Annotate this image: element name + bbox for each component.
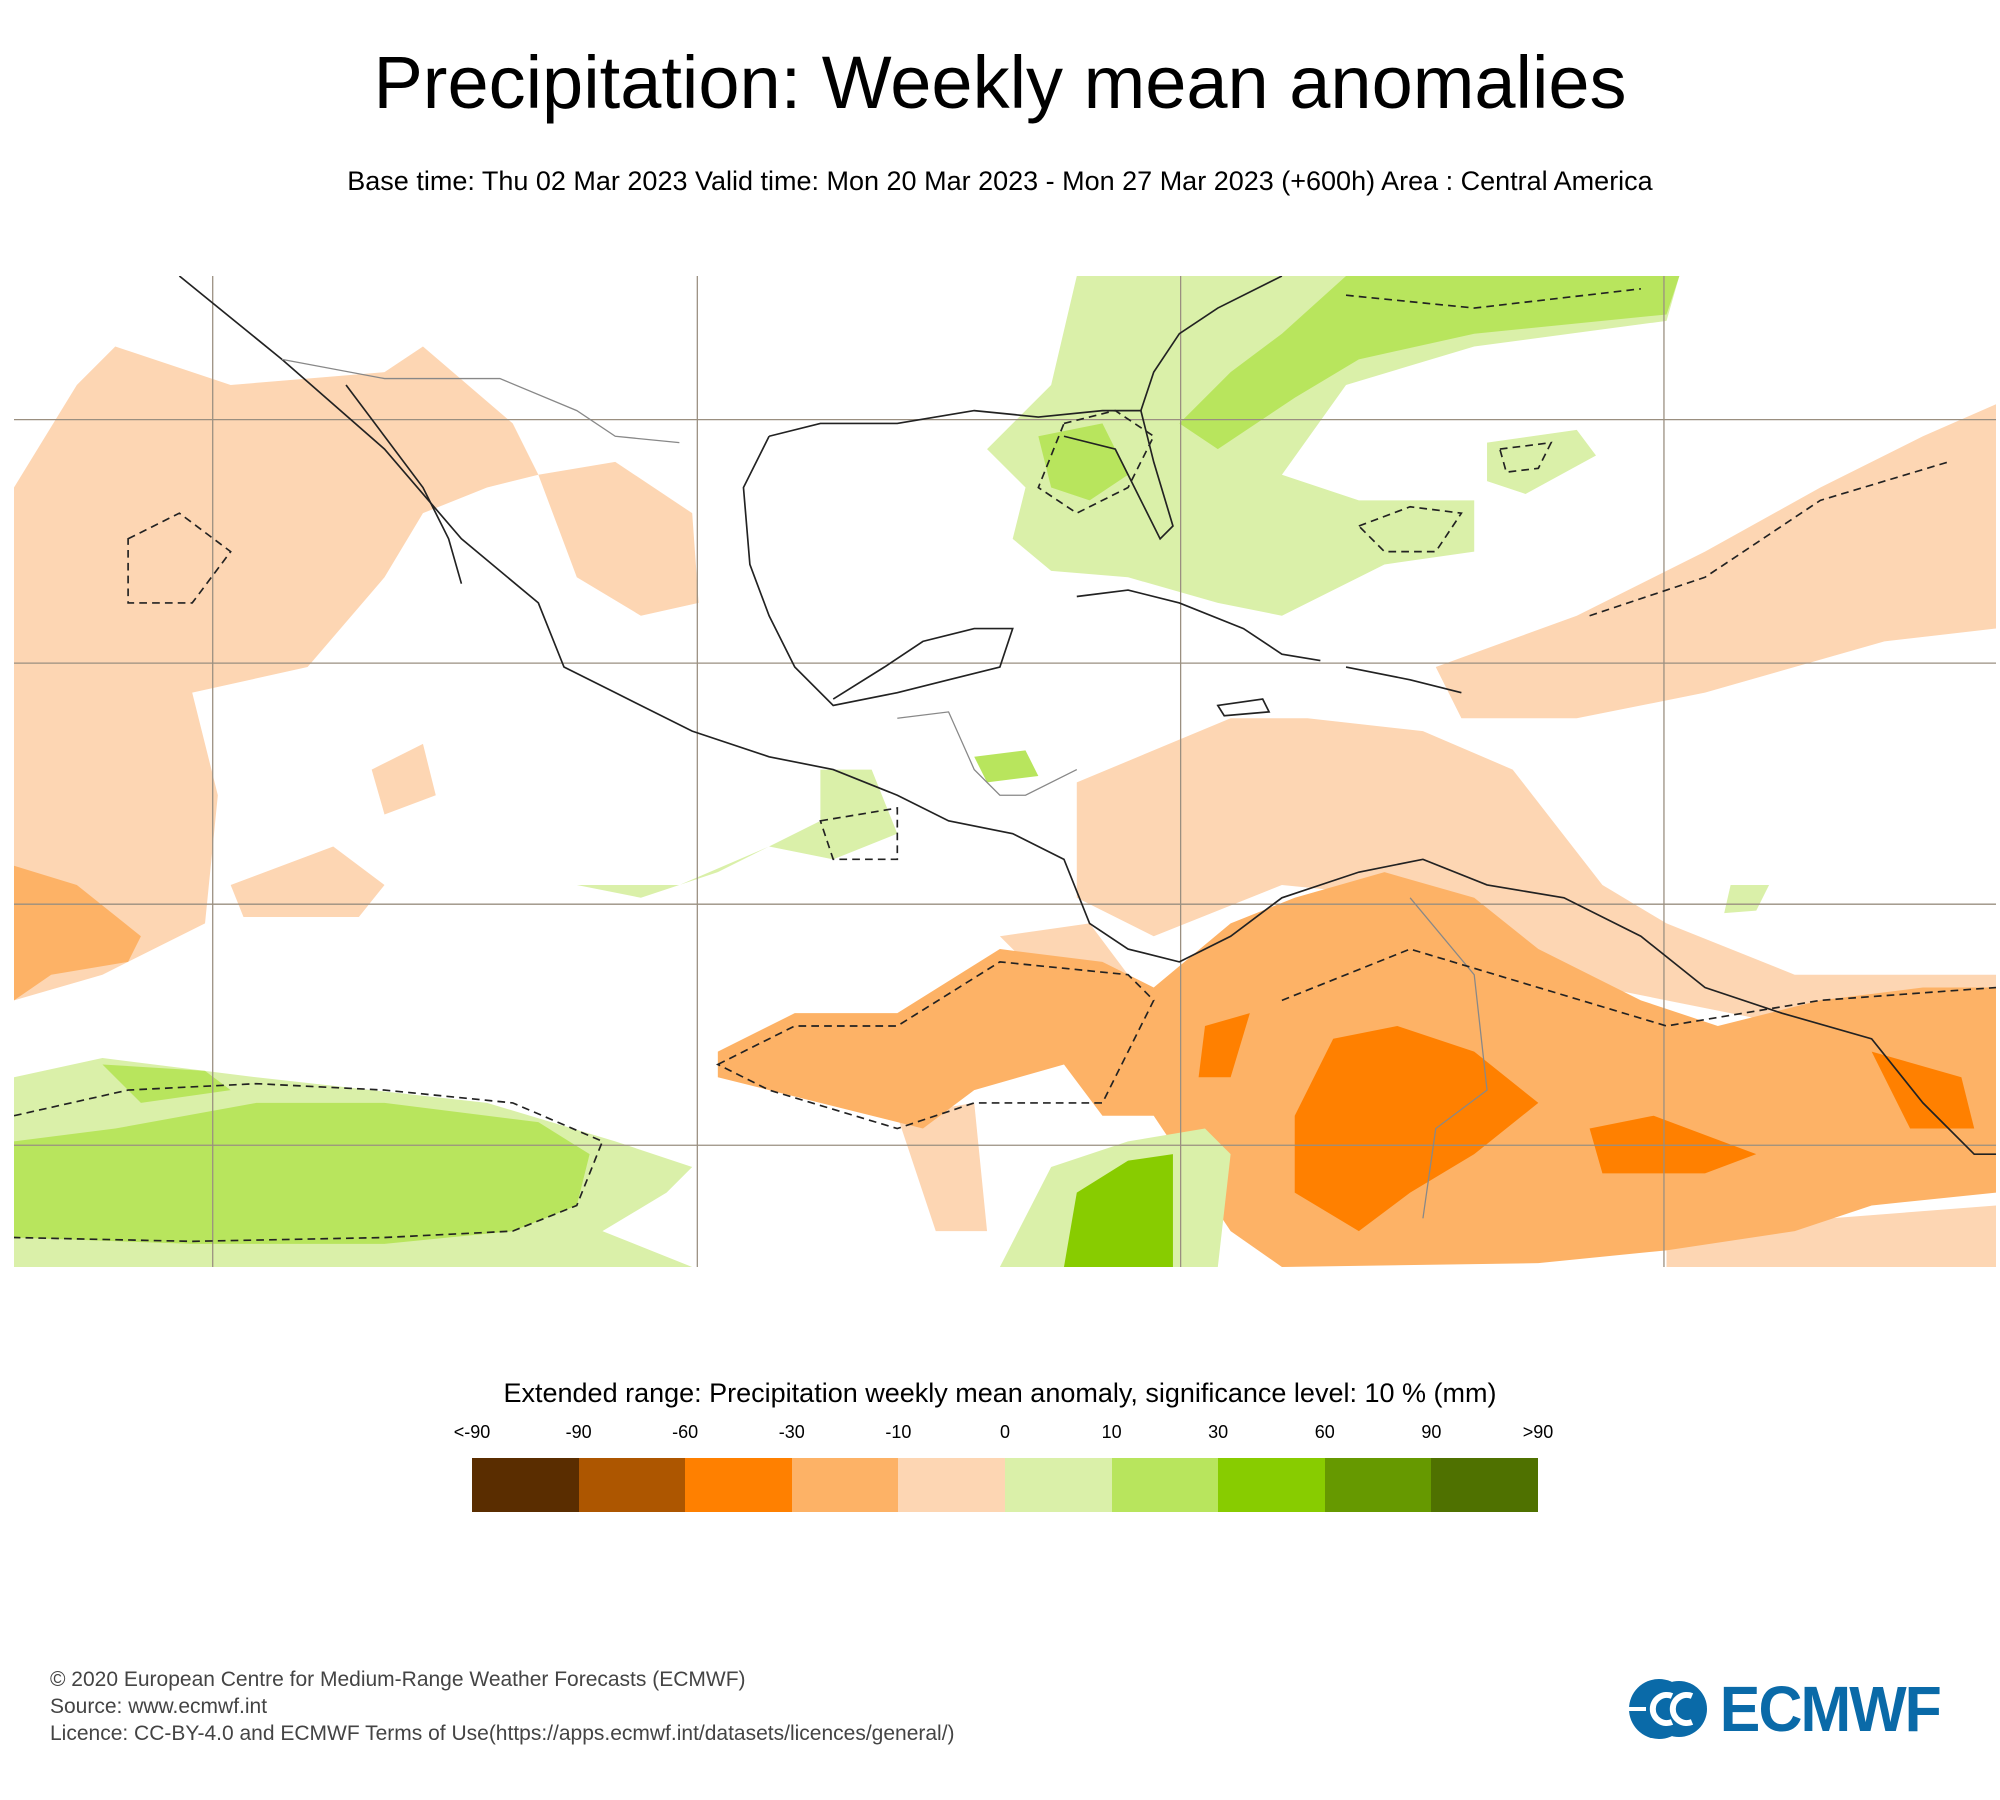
legend-ticks: <-90 -90 -60 -30 -10 0 10 30 60 90 >90: [454, 1422, 1554, 1442]
footer: © 2020 European Centre for Medium-Range …: [50, 1666, 955, 1747]
legend-tick: -90: [565, 1422, 592, 1442]
chart-title: Precipitation: Weekly mean anomalies: [373, 41, 1627, 124]
chart-subtitle: Base time: Thu 02 Mar 2023 Valid time: M…: [347, 166, 1653, 196]
legend-tick: 60: [1314, 1422, 1335, 1442]
anomaly-strong-green-areas: [1063, 1154, 1173, 1267]
ecmwf-logo-text: ECMWF: [1719, 1673, 1942, 1745]
legend-tick: <-90: [453, 1422, 491, 1442]
ecmwf-logo: ECMWF: [1628, 1672, 1946, 1746]
legend-tick: -10: [885, 1422, 912, 1442]
legend-tick: 10: [1101, 1422, 1122, 1442]
copyright-text: © 2020 European Centre for Medium-Range …: [50, 1668, 746, 1691]
legend-color-swatch: [1431, 1458, 1538, 1512]
legend-color-swatch: [1218, 1458, 1325, 1512]
anomaly-green-areas: [14, 276, 1680, 1244]
legend-color-swatch: [1111, 1458, 1219, 1512]
legend-colorbar: [472, 1458, 1538, 1512]
legend-tick: -30: [778, 1422, 805, 1442]
legend-color-swatch: [1004, 1458, 1112, 1512]
ecmwf-logo-icon: [1628, 1679, 1707, 1739]
legend-color-swatch: [1324, 1458, 1432, 1512]
source-text: Source: www.ecmwf.int: [50, 1695, 268, 1718]
coastlines: [178, 276, 1996, 1156]
legend-tick: -60: [672, 1422, 699, 1442]
legend-color-swatch: [472, 1458, 579, 1512]
licence-text: Licence: CC-BY-4.0 and ECMWF Terms of Us…: [50, 1722, 955, 1745]
legend-title: Extended range: Precipitation weekly mea…: [503, 1378, 1497, 1408]
legend-color-swatch: [578, 1458, 686, 1512]
map-gridlines: [14, 276, 1996, 1267]
legend-color-swatch: [898, 1458, 1005, 1512]
legend-tick: 0: [999, 1422, 1011, 1442]
legend-tick: 90: [1421, 1422, 1442, 1442]
legend-tick: >90: [1522, 1422, 1554, 1442]
significance-contours: [14, 287, 1996, 1243]
precipitation-anomaly-map: [14, 276, 1996, 1267]
legend-color-swatch: [791, 1458, 899, 1512]
legend-tick: 30: [1208, 1422, 1229, 1442]
country-borders: [281, 358, 1488, 1219]
legend-color-swatch: [685, 1458, 792, 1512]
